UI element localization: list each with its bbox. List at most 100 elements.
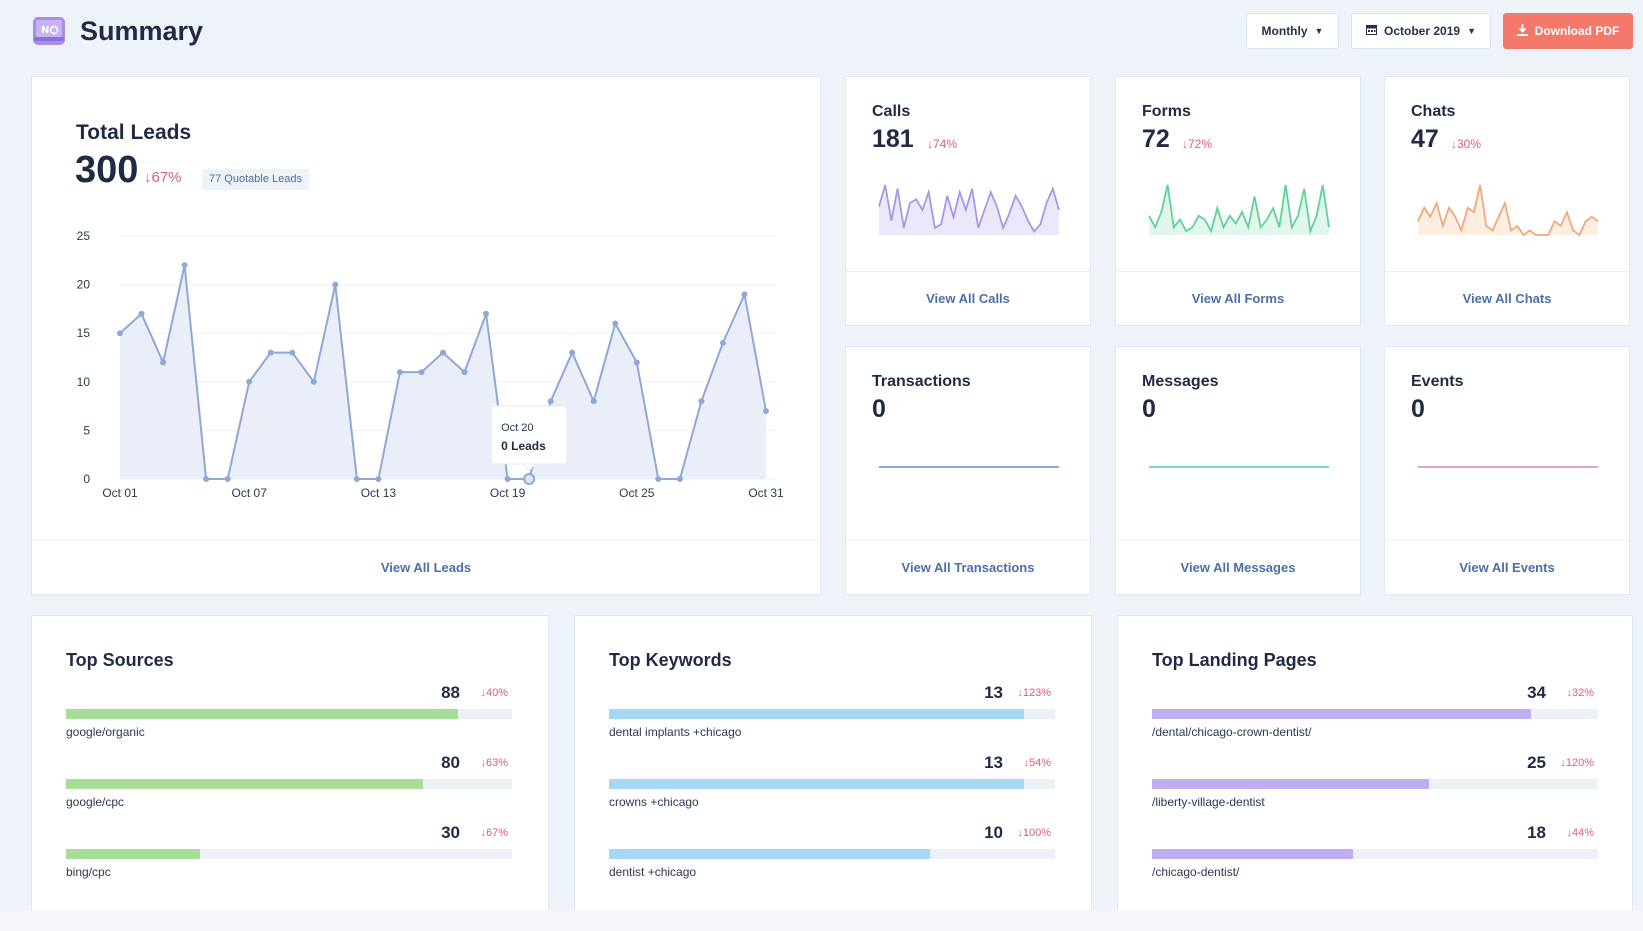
leads-area: [120, 265, 766, 479]
forms-card: Forms 72 ↓72% View All Forms: [1115, 76, 1361, 326]
leads-point[interactable]: [396, 369, 403, 376]
item-value: 30: [441, 823, 460, 842]
leads-point[interactable]: [181, 262, 188, 269]
leads-point[interactable]: [741, 291, 748, 298]
view-all-chats-link[interactable]: View All Chats: [1462, 291, 1552, 306]
leads-point[interactable]: [676, 476, 683, 482]
view-all-transactions-link[interactable]: View All Transactions: [901, 560, 1035, 575]
transactions-value: 0: [872, 395, 886, 423]
item-label[interactable]: bing/cpc: [66, 865, 111, 879]
view-all-messages-link[interactable]: View All Messages: [1180, 560, 1296, 575]
list-item: 34 ↓32% /dental/chicago-crown-dentist/: [1152, 683, 1598, 743]
forms-sparkline[interactable]: [1116, 77, 1362, 277]
y-tick-label: 10: [77, 375, 91, 389]
leads-point[interactable]: [138, 310, 145, 317]
leads-point[interactable]: [523, 473, 536, 485]
events-card: Events 0 View All Events: [1384, 346, 1630, 595]
leads-point[interactable]: [569, 349, 576, 356]
item-bar-track: [1152, 779, 1598, 789]
top-landing-pages-card: Top Landing Pages 34 ↓32% /dental/chicago-c…: [1117, 615, 1633, 915]
leads-point[interactable]: [483, 310, 490, 317]
leads-point[interactable]: [719, 339, 726, 346]
chats-sparkline[interactable]: [1385, 77, 1631, 277]
period-dropdown[interactable]: Monthly ▼: [1246, 13, 1339, 49]
view-all-leads-link[interactable]: View All Leads: [380, 560, 472, 575]
events-value: 0: [1411, 395, 1425, 423]
leads-point[interactable]: [590, 398, 597, 405]
leads-point[interactable]: [353, 476, 360, 482]
leads-point[interactable]: [461, 369, 468, 376]
item-bar-track: [1152, 709, 1598, 719]
calls-delta: ↓74%: [927, 137, 958, 151]
x-tick-label: Oct 13: [361, 486, 397, 500]
item-delta: ↓120%: [1560, 757, 1594, 769]
list-item: 88 ↓40% google/organic: [66, 683, 512, 743]
leads-point[interactable]: [547, 398, 554, 405]
download-pdf-button[interactable]: Download PDF: [1503, 13, 1633, 49]
item-label[interactable]: /dental/chicago-crown-dentist/: [1152, 725, 1312, 739]
leads-point[interactable]: [633, 359, 640, 366]
leads-point[interactable]: [160, 359, 167, 366]
page-title: Summary: [80, 16, 204, 46]
messages-footer: View All Messages: [1116, 540, 1360, 594]
item-value: 25: [1527, 753, 1546, 772]
leads-point[interactable]: [375, 476, 382, 482]
item-label[interactable]: crowns +chicago: [609, 795, 699, 809]
date-dropdown[interactable]: October 2019 ▼: [1351, 13, 1491, 49]
leads-point[interactable]: [504, 476, 511, 482]
leads-point[interactable]: [117, 330, 123, 337]
leads-point[interactable]: [332, 281, 339, 288]
header: N Summary Monthly ▼ October 2019 ▼ Downl…: [0, 0, 1643, 66]
logo-icon[interactable]: N: [33, 17, 65, 45]
leads-point[interactable]: [418, 369, 425, 376]
item-label[interactable]: dentist +chicago: [609, 865, 697, 879]
calls-value: 181: [872, 125, 914, 153]
item-label[interactable]: dental implants +chicago: [609, 725, 742, 739]
item-delta: ↓32%: [1566, 687, 1594, 699]
leads-point[interactable]: [289, 349, 296, 356]
leads-point[interactable]: [698, 398, 705, 405]
transactions-title: Transactions: [872, 373, 971, 390]
messages-card: Messages 0 View All Messages: [1115, 346, 1361, 595]
view-all-events-link[interactable]: View All Events: [1459, 560, 1555, 575]
list-item: 30 ↓67% bing/cpc: [66, 823, 512, 883]
leads-point[interactable]: [224, 476, 231, 482]
view-all-calls-link[interactable]: View All Calls: [926, 291, 1010, 306]
leads-point[interactable]: [203, 476, 210, 482]
forms-spark-line: [1148, 184, 1330, 235]
list-item: 13 ↓54% crowns +chicago: [609, 753, 1055, 813]
list-item: 25 ↓120% /liberty-village-dentist: [1152, 753, 1598, 813]
leads-point[interactable]: [310, 378, 317, 385]
item-label[interactable]: google/organic: [66, 725, 145, 739]
item-label[interactable]: /chicago-dentist/: [1152, 865, 1240, 879]
item-delta: ↓100%: [1017, 827, 1051, 839]
leads-point[interactable]: [440, 349, 446, 356]
item-bar-track: [66, 709, 512, 719]
leads-point[interactable]: [612, 320, 619, 327]
calls-sparkline[interactable]: [846, 77, 1092, 277]
transactions-footer: View All Transactions: [846, 540, 1090, 594]
forms-spark-area: [1149, 185, 1329, 235]
leads-point[interactable]: [246, 378, 253, 385]
leads-point[interactable]: [267, 349, 274, 356]
item-label[interactable]: google/cpc: [66, 795, 125, 809]
quotable-leads-badge[interactable]: 77 Quotable Leads: [202, 169, 309, 190]
leads-point[interactable]: [763, 407, 769, 414]
item-label[interactable]: /liberty-village-dentist: [1152, 795, 1265, 809]
leads-point[interactable]: [655, 476, 662, 482]
list-item: 80 ↓63% google/cpc: [66, 753, 512, 813]
top-sources-title: Top Sources: [66, 650, 174, 670]
view-all-forms-link[interactable]: View All Forms: [1191, 291, 1285, 306]
leads-chart[interactable]: 0 5 10 15 20 25 Oct 01 Oct 07 Oct 13 Oct 19 Oct 25…: [32, 77, 822, 547]
item-value: 13: [984, 683, 1003, 702]
date-label: October 2019: [1384, 24, 1461, 38]
y-tick-label: 15: [77, 326, 91, 340]
messages-sparkline[interactable]: [1116, 347, 1362, 547]
item-value: 80: [441, 753, 460, 772]
item-bar-track: [609, 709, 1055, 719]
transactions-sparkline[interactable]: [846, 347, 1092, 547]
leads-total: 300: [75, 149, 139, 191]
item-bar-fill: [609, 849, 931, 859]
events-sparkline[interactable]: [1385, 347, 1631, 547]
total-leads-card: Total Leads 300 ↓67% 77 Quotable Leads 0…: [31, 76, 821, 595]
